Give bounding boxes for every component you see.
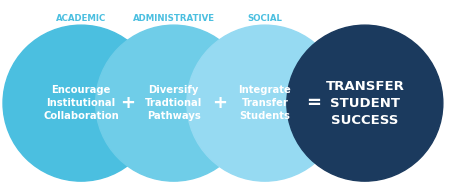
Ellipse shape bbox=[187, 25, 343, 181]
Text: ACADEMIC: ACADEMIC bbox=[56, 14, 106, 23]
Ellipse shape bbox=[287, 25, 443, 181]
Ellipse shape bbox=[96, 25, 251, 181]
Text: Integrate
Transfer
Students: Integrate Transfer Students bbox=[238, 85, 291, 121]
Text: +: + bbox=[120, 94, 135, 112]
Text: =: = bbox=[307, 94, 321, 112]
Text: Encourage
Institutional
Collaboration: Encourage Institutional Collaboration bbox=[43, 85, 119, 121]
Ellipse shape bbox=[3, 25, 159, 181]
Text: +: + bbox=[212, 94, 227, 112]
Text: SOCIAL: SOCIAL bbox=[247, 14, 282, 23]
Text: Diversify
Tradtional
Pathways: Diversify Tradtional Pathways bbox=[145, 85, 202, 121]
Text: TRANSFER
STUDENT
SUCCESS: TRANSFER STUDENT SUCCESS bbox=[325, 80, 404, 127]
Text: ADMINISTRATIVE: ADMINISTRATIVE bbox=[132, 14, 215, 23]
